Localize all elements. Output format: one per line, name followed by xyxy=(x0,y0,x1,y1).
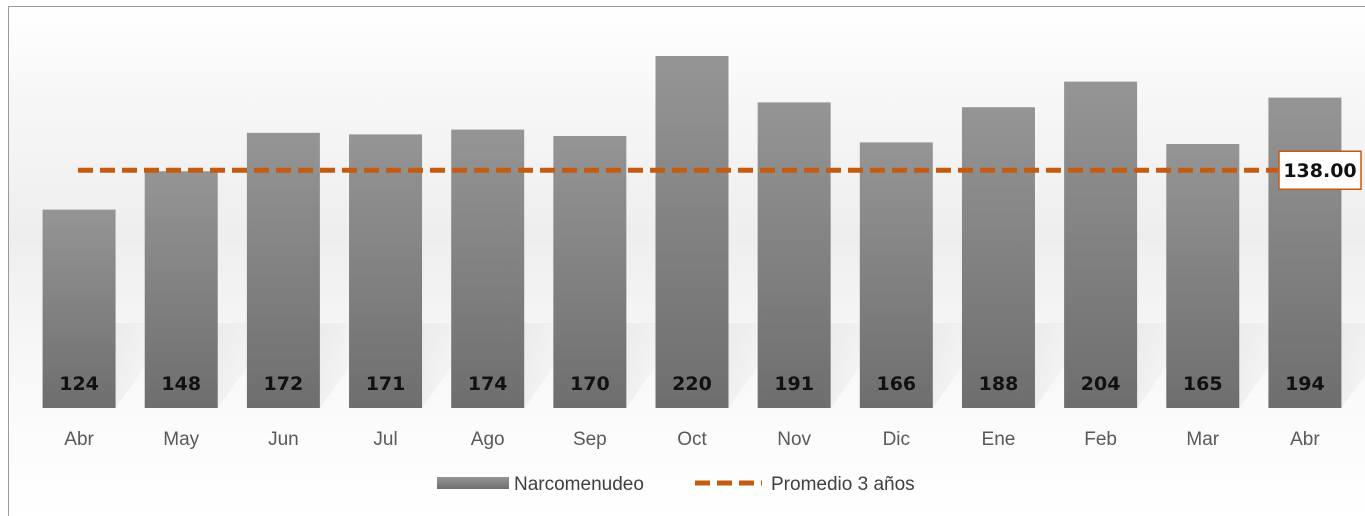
bar-nov-7 xyxy=(757,102,831,409)
bar-jul-3 xyxy=(349,134,423,408)
average-line-group: 138.00 xyxy=(78,150,1362,190)
data-label: 172 xyxy=(264,373,304,395)
bar-may-1 xyxy=(144,171,218,408)
bar-oct-6 xyxy=(655,56,729,408)
legend-label-bars: Narcomenudeo xyxy=(514,474,644,495)
x-tick-label: Jul xyxy=(373,429,397,450)
data-label: 166 xyxy=(876,373,916,395)
data-label: 220 xyxy=(672,373,712,395)
x-tick-label: Abr xyxy=(1290,429,1320,450)
bar-sep-5 xyxy=(553,136,627,408)
data-label: 148 xyxy=(161,373,201,395)
data-label: 171 xyxy=(366,373,406,395)
x-tick-label: Nov xyxy=(777,429,811,450)
legend-swatch-bars xyxy=(437,477,509,489)
bar-jun-2 xyxy=(246,132,320,409)
x-tick-label: Jun xyxy=(268,429,299,450)
bar-mar-11 xyxy=(1166,144,1240,408)
legend-label-average: Promedio 3 años xyxy=(771,474,915,495)
average-label-box xyxy=(1278,150,1362,190)
bar-ago-4 xyxy=(451,129,525,408)
data-label: 165 xyxy=(1183,373,1223,395)
bar-ene-9 xyxy=(961,107,1035,408)
data-label: 174 xyxy=(468,373,508,395)
bar-abr-12 xyxy=(1268,97,1342,408)
bar-dic-8 xyxy=(859,142,933,408)
data-label: 188 xyxy=(979,373,1019,395)
average-label: 138.00 xyxy=(1283,160,1356,182)
x-axis-tick-labels: Abr May Jun Jul Ago Sep Oct Nov Dic Ene Feb Mar Abr xyxy=(64,429,1320,450)
bar-abr-0 xyxy=(42,209,116,408)
data-label: 124 xyxy=(59,373,99,395)
bars-group xyxy=(42,56,1342,409)
data-label: 204 xyxy=(1081,373,1121,395)
data-labels-group: 124 148 172 171 174 170 220 191 166 188 204 165 194 xyxy=(59,373,1325,395)
x-tick-label: Ago xyxy=(471,429,505,450)
x-tick-label: Sep xyxy=(573,429,607,450)
data-label: 194 xyxy=(1285,373,1325,395)
legend: Narcomenudeo Promedio 3 años xyxy=(437,474,915,495)
x-tick-label: Feb xyxy=(1084,429,1117,450)
x-tick-label: Dic xyxy=(883,429,910,450)
x-tick-label: Abr xyxy=(64,429,94,450)
data-label: 170 xyxy=(570,373,610,395)
x-tick-label: Oct xyxy=(677,429,707,450)
x-tick-label: Mar xyxy=(1186,429,1219,450)
data-label: 191 xyxy=(774,373,814,395)
x-tick-label: Ene xyxy=(982,429,1016,450)
x-tick-label: May xyxy=(163,429,199,450)
bar-feb-10 xyxy=(1064,81,1138,408)
